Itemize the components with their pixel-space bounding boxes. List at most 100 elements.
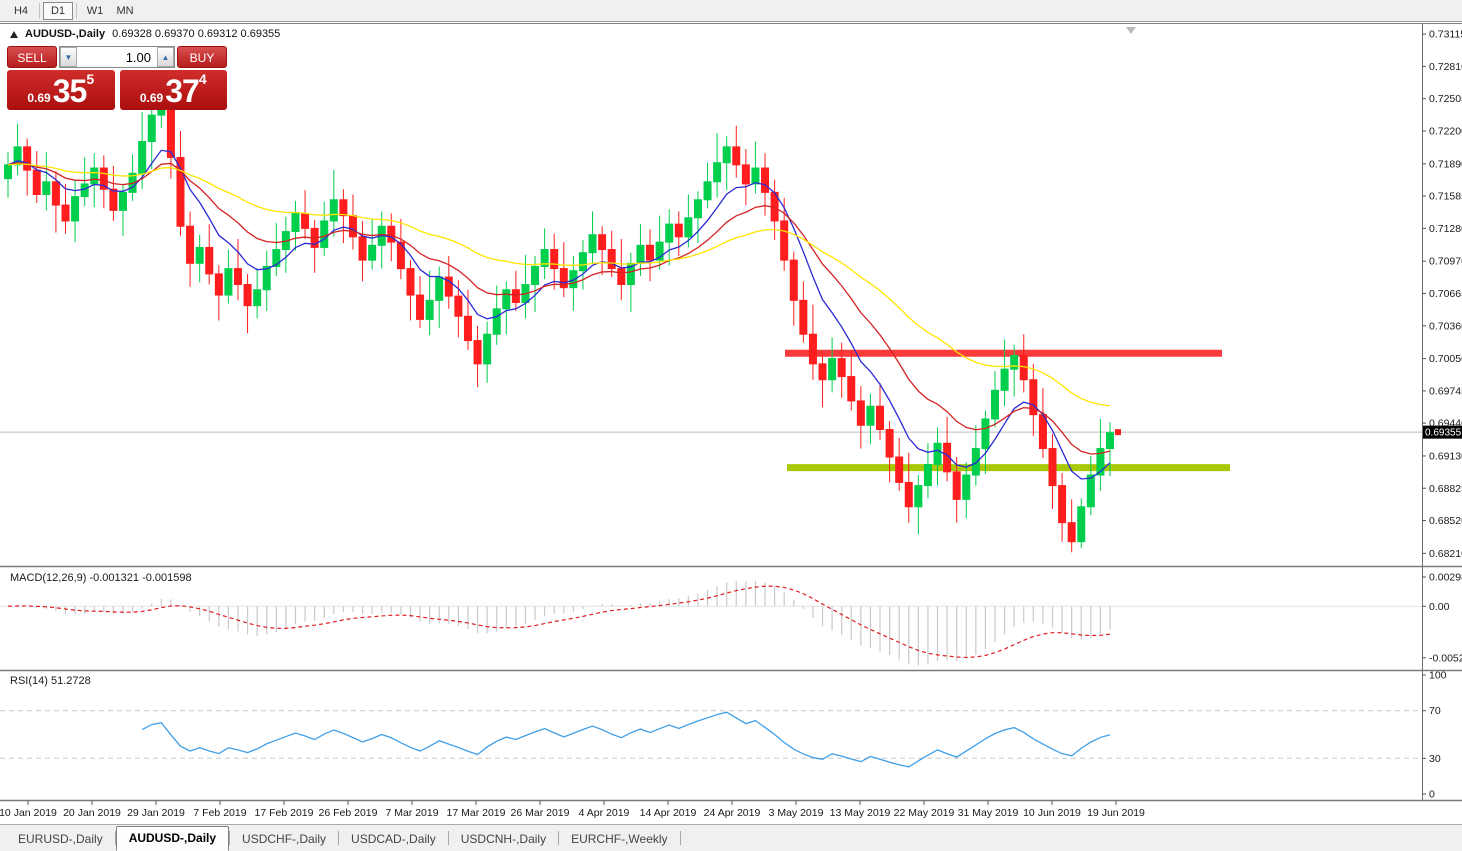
- candle-body: [626, 262, 635, 285]
- candle-body: [71, 196, 80, 222]
- tab-eurchf-weekly[interactable]: EURCHF-,Weekly: [571, 832, 668, 846]
- chevron-down-icon[interactable]: [1126, 27, 1136, 34]
- candle-body: [483, 333, 492, 365]
- candle-body: [243, 283, 252, 307]
- sell-price-box[interactable]: 0.69 35 5: [7, 70, 115, 110]
- volume-decrease-button[interactable]: ▼: [60, 47, 77, 67]
- date-axis-label: 10 Jan 2019: [0, 807, 57, 819]
- ma-slow-line: [7, 163, 1111, 407]
- price-axis-tick: 0.72505: [1429, 93, 1462, 105]
- date-axis-label: 7 Mar 2019: [385, 807, 438, 819]
- candle-body: [818, 363, 827, 381]
- candle-body: [598, 234, 607, 251]
- candle-body: [751, 167, 760, 185]
- tab-audusd-daily[interactable]: AUDUSD-,Daily: [115, 826, 230, 851]
- macd-pane[interactable]: [0, 580, 1422, 666]
- candle-body: [684, 217, 693, 238]
- date-axis-label: 17 Mar 2019: [447, 807, 506, 819]
- tab-usdcnh-daily[interactable]: USDCNH-,Daily: [460, 832, 547, 846]
- chart-title: AUDUSD-,Daily 0.69328 0.69370 0.69312 0.…: [10, 28, 280, 40]
- timeframe-button-mn[interactable]: MN: [116, 4, 134, 17]
- macd-signal-line: [7, 585, 1111, 659]
- tab-usdcad-daily[interactable]: USDCAD-,Daily: [351, 832, 436, 846]
- symbol-triangle-icon: [10, 30, 18, 38]
- date-axis-label: 17 Feb 2019: [255, 807, 314, 819]
- candle-body: [761, 167, 770, 193]
- tab-eurusd-daily[interactable]: EURUSD-,Daily: [18, 832, 103, 846]
- candle-body: [166, 104, 175, 158]
- candle-body: [147, 114, 156, 143]
- candle-body: [981, 418, 990, 450]
- candle-body: [1048, 448, 1057, 487]
- sell-price-pip: 5: [86, 71, 95, 87]
- candle-body: [329, 199, 338, 222]
- volume-input[interactable]: [77, 47, 157, 67]
- rsi-axis-tick: 30: [1429, 753, 1441, 765]
- candle-body: [607, 249, 616, 270]
- price-pane[interactable]: [0, 83, 1422, 553]
- candle-body: [90, 167, 99, 185]
- candle-body: [646, 244, 655, 261]
- candle-body: [923, 463, 932, 487]
- rsi-axis-tick: 100: [1429, 670, 1447, 682]
- date-axis-label: 24 Apr 2019: [704, 807, 761, 819]
- candle-body: [885, 429, 894, 458]
- buy-button[interactable]: BUY: [177, 46, 227, 68]
- candle-body: [1058, 485, 1067, 524]
- date-axis-label: 26 Feb 2019: [319, 807, 378, 819]
- price-axis-tick: 0.73115: [1429, 29, 1462, 41]
- candle-body: [952, 471, 961, 500]
- date-axis-label: 22 May 2019: [894, 807, 955, 819]
- candle-body: [674, 223, 683, 238]
- candle-body: [42, 181, 51, 195]
- volume-increase-button[interactable]: ▲: [157, 47, 174, 67]
- candle-body: [253, 289, 262, 307]
- toolbar-separator: [39, 2, 40, 19]
- candle-body: [61, 204, 70, 222]
- sell-price-prefix: 0.69: [27, 91, 51, 105]
- price-axis-tick: 0.71585: [1429, 191, 1462, 203]
- timeframe-button-w1[interactable]: W1: [86, 4, 104, 17]
- tab-separator: [679, 831, 681, 845]
- candle-body: [713, 162, 722, 183]
- chart-ohlc-values: 0.69328 0.69370 0.69312 0.69355: [112, 28, 281, 40]
- rsi-pane[interactable]: [0, 710, 1422, 768]
- candle-body: [435, 276, 444, 301]
- candle-body: [358, 236, 367, 261]
- buy-price-box[interactable]: 0.69 37 4: [119, 70, 227, 110]
- candle-body: [99, 167, 108, 190]
- rsi-axis-tick: 70: [1429, 705, 1441, 717]
- tab-usdchf-daily[interactable]: USDCHF-,Daily: [242, 832, 327, 846]
- candle-body: [272, 249, 281, 267]
- price-axis-tick: 0.70665: [1429, 288, 1462, 300]
- candle-body: [569, 270, 578, 289]
- timeframe-button-h4[interactable]: H4: [13, 4, 29, 17]
- current-price-tag: [1423, 425, 1462, 439]
- date-axis-label: 31 May 2019: [958, 807, 1019, 819]
- sell-button[interactable]: SELL: [7, 46, 57, 68]
- candle-body: [214, 273, 223, 296]
- tab-separator: [114, 831, 116, 845]
- candle-body: [368, 244, 377, 261]
- candle-body: [348, 215, 357, 238]
- candle-body: [876, 405, 885, 430]
- tab-separator: [447, 831, 449, 845]
- last-price-marker: [1115, 429, 1121, 436]
- date-axis-label: 20 Jan 2019: [63, 807, 121, 819]
- tab-separator: [229, 831, 231, 845]
- candle-body: [1106, 432, 1114, 450]
- candle-body: [789, 259, 798, 301]
- candle-body: [741, 164, 750, 185]
- timeframe-button-d1[interactable]: D1: [43, 1, 73, 20]
- chart-tab-bar: EURUSD-,Daily AUDUSD-,Daily USDCHF-,Daily U…: [0, 824, 1462, 851]
- candle-body: [301, 213, 310, 229]
- macd-indicator-label: MACD(12,26,9) -0.001321 -0.001598: [8, 572, 194, 584]
